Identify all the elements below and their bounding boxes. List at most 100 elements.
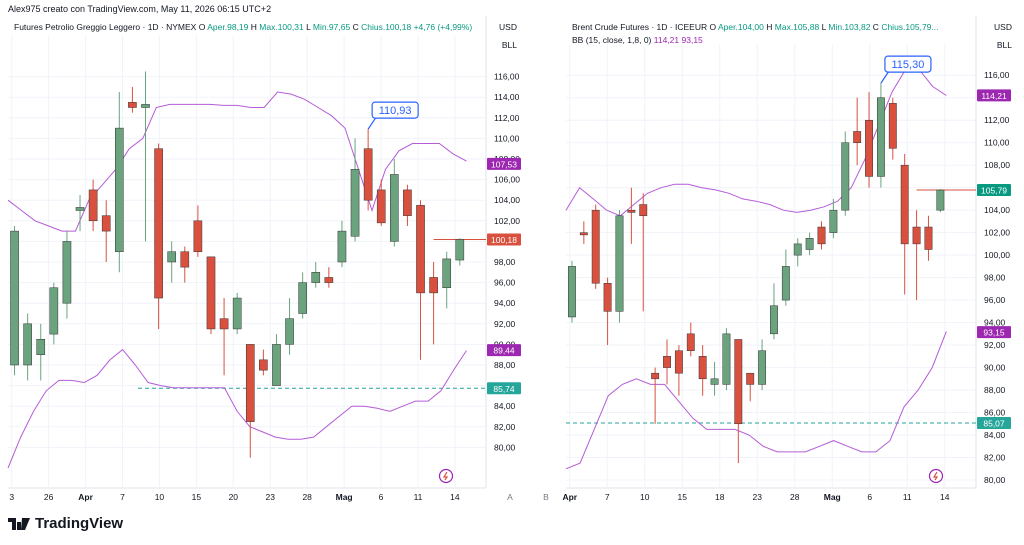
ohlc-low: Min.103,82 <box>828 22 871 32</box>
bb-legend: BB (15, close, 1,8, 0) 114,21 93,15 <box>572 35 703 45</box>
candle-up <box>272 344 281 386</box>
y-tick-label: 108,00 <box>984 160 1010 170</box>
last-price-tag: 105,79 <box>981 186 1007 196</box>
support-tag-bg <box>487 382 521 395</box>
bb-upper-band <box>7 91 467 232</box>
currency-label: USD <box>994 22 1012 32</box>
x-tick-label: 6 <box>867 492 872 502</box>
y-tick-label: 82,00 <box>494 422 516 432</box>
y-tick-label: 100,00 <box>984 250 1010 260</box>
scale-auto-label: A <box>507 492 513 502</box>
x-tick-label: 23 <box>753 492 763 502</box>
symbol-title[interactable]: Brent Crude Futures · 1D · ICEEUR <box>572 22 708 32</box>
candle-up <box>10 230 19 366</box>
candle-up <box>568 266 576 318</box>
candle-down <box>603 282 612 312</box>
candle-down <box>686 333 695 351</box>
y-tick-label: 110,00 <box>984 138 1010 148</box>
x-tick-label: 23 <box>266 492 276 502</box>
candle-up <box>805 238 814 250</box>
candle-up <box>337 230 347 263</box>
candle-up <box>311 272 321 283</box>
scale-b-label: B <box>543 492 549 502</box>
tradingview-logo-icon <box>8 517 30 530</box>
symbol-legend: Futures Petrolio Greggio Leggero · 1D · … <box>14 22 472 32</box>
x-tick-label: 14 <box>940 492 950 502</box>
y-tick-label: 98,00 <box>494 257 516 267</box>
candle-up <box>75 207 85 211</box>
brand-name: TradingView <box>35 515 124 532</box>
y-tick-label: 86,00 <box>984 408 1006 418</box>
candle-down <box>817 226 826 245</box>
candle-down <box>591 209 600 284</box>
y-tick-label: 88,00 <box>494 360 516 370</box>
y-tick-label: 98,00 <box>984 273 1006 283</box>
callout-label: 115,30 <box>892 59 925 71</box>
y-tick-label: 94,00 <box>984 318 1006 328</box>
tradingview-brand[interactable]: TradingView <box>8 515 123 532</box>
y-tick-label: 92,00 <box>494 319 516 329</box>
x-tick-label: 6 <box>379 492 384 502</box>
x-tick-label: 10 <box>155 492 165 502</box>
callout-box <box>371 101 419 119</box>
symbol-title[interactable]: Futures Petrolio Greggio Leggero · 1D · … <box>14 22 197 32</box>
candle-down <box>193 220 203 252</box>
x-tick-label: Apr <box>78 492 93 502</box>
chart-panel-brent[interactable]: Brent Crude Futures · 1D · ICEEUR O Aper… <box>562 16 1024 506</box>
candle-down <box>651 372 660 380</box>
candle-up <box>455 239 465 261</box>
y-tick-label: 88,00 <box>984 385 1006 395</box>
candle-up <box>710 378 719 385</box>
candle-up <box>115 127 124 252</box>
support-tag-bg <box>977 416 1011 429</box>
y-tick-label: 106,00 <box>494 175 520 185</box>
x-tick-label: 7 <box>120 492 125 502</box>
candle-up <box>298 282 307 314</box>
y-tick-label: 112,00 <box>494 113 520 123</box>
ohlc-high: Max.100,31 <box>259 22 304 32</box>
bb-lower-tag: 93,15 <box>983 328 1005 338</box>
candle-down <box>128 102 137 108</box>
chart-panel-wti[interactable]: Futures Petrolio Greggio Leggero · 1D · … <box>7 16 549 506</box>
candle-down <box>219 318 229 330</box>
x-tick-label: 18 <box>715 492 725 502</box>
candlestick-chart-wti[interactable]: 116,00114,00112,00110,00108,00106,00104,… <box>7 16 549 506</box>
candle-up <box>167 251 177 263</box>
candle-up <box>615 215 624 312</box>
candle-down <box>403 189 412 216</box>
y-tick-label: 110,00 <box>494 133 520 143</box>
x-tick-label: 11 <box>414 492 423 502</box>
ohlc-open: Aper.98,19 <box>207 22 249 32</box>
y-tick-label: 104,00 <box>984 205 1010 215</box>
candle-down <box>663 356 671 368</box>
ohlc-open-label: O <box>198 22 206 32</box>
candle-down <box>429 277 438 294</box>
candlestick-chart-brent[interactable]: 116,00114,00112,00110,00108,00106,00104,… <box>562 16 1024 506</box>
candle-down <box>324 277 334 283</box>
y-tick-label: 84,00 <box>984 430 1006 440</box>
candle-up <box>23 323 32 366</box>
callout-pointer <box>880 70 890 84</box>
candle-up <box>876 97 885 177</box>
x-tick-label: 28 <box>790 492 800 502</box>
x-tick-label: 3 <box>9 492 14 502</box>
bb-legend-label[interactable]: BB (15, close, 1,8, 0) <box>572 35 652 45</box>
ohlc-close-label: C <box>352 22 359 32</box>
ohlc-low: Min.97,65 <box>312 22 351 32</box>
bb-upper-tag: 114,21 <box>981 91 1007 101</box>
candle-down <box>746 372 755 385</box>
candle-down <box>88 189 98 222</box>
candle-up <box>141 104 150 108</box>
bb-lower-band <box>7 348 467 469</box>
y-tick-label: 116,00 <box>984 70 1010 80</box>
x-tick-label: 11 <box>903 492 912 502</box>
alert-clock-icon <box>928 468 944 484</box>
bb-lower-band <box>565 331 947 470</box>
alert-bolt-icon <box>442 471 449 481</box>
x-tick-label: Apr <box>562 492 577 502</box>
callout-label: 110,93 <box>379 105 412 117</box>
y-tick-label: 102,00 <box>984 228 1010 238</box>
candle-up <box>793 243 802 256</box>
bb-upper-tag-bg <box>977 89 1011 102</box>
candle-up <box>781 266 790 301</box>
